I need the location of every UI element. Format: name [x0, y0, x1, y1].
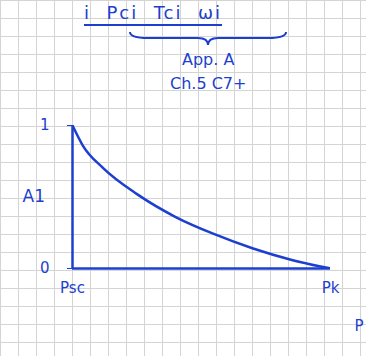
html-text:Ch.5 C7+: Ch.5 C7+ [170, 74, 247, 93]
svg-text:Psc: Psc [60, 279, 85, 297]
html-text:i Pci Tci ωi: i Pci Tci ωi [84, 2, 222, 23]
svg-text:P: P [354, 317, 363, 335]
svg-text:A1: A1 [23, 186, 45, 206]
svg-text:0: 0 [40, 259, 50, 277]
html-text:App. A: App. A [182, 50, 235, 69]
svg-text:Pk: Pk [322, 279, 340, 297]
svg-text:1: 1 [40, 116, 50, 134]
